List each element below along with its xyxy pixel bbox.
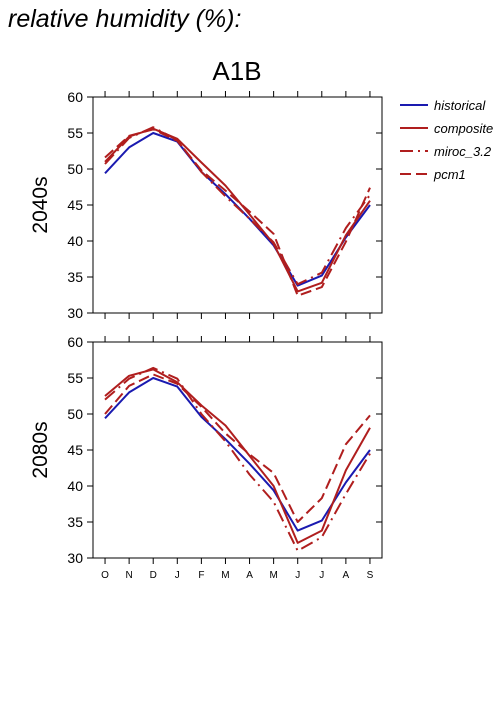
y-tick-label: 30 [67, 305, 83, 321]
plot-frame [92, 96, 383, 314]
series-line-composite [104, 127, 371, 293]
y-tick-label: 30 [67, 550, 83, 566]
chart-title: A1B [212, 56, 261, 86]
x-tick-label: M [269, 570, 277, 581]
y-tick-label: 45 [67, 197, 83, 213]
y-tick-label: 40 [67, 478, 83, 494]
panel-label: 2080s [29, 421, 52, 478]
panel-label: 2040s [29, 176, 52, 233]
x-tick-label: D [150, 570, 157, 581]
series-line-pcm1 [104, 128, 371, 297]
x-tick-label: S [367, 570, 374, 581]
legend-label: composite [434, 121, 493, 136]
y-tick-label: 55 [67, 125, 83, 141]
y-tick-label: 50 [67, 406, 83, 422]
legend-label: historical [434, 98, 486, 113]
panel-2080s: 30 35 40 45 50 55 60 2080s [29, 334, 383, 566]
x-tick-label: J [319, 570, 324, 581]
legend: historical composite miroc_3.2 pcm1 [400, 98, 493, 182]
legend-item-composite: composite [400, 121, 493, 136]
y-tick-label: 35 [67, 269, 83, 285]
panels: 30 35 40 45 50 55 60 2040s 30 35 40 45 50 55 60 2080s [29, 89, 383, 566]
x-tick-label: M [221, 570, 229, 581]
legend-label: pcm1 [433, 167, 466, 182]
y-tick-label: 45 [67, 442, 83, 458]
series-line-miroc [104, 366, 371, 552]
series-line-pcm1 [104, 373, 371, 523]
page-title: relative humidity (%): [8, 5, 241, 33]
series-line-composite [104, 368, 371, 544]
x-tick-label: A [246, 570, 253, 581]
series-line-historical [104, 377, 371, 532]
legend-item-historical: historical [400, 98, 486, 113]
legend-item-miroc: miroc_3.2 [400, 144, 492, 159]
y-tick-label: 50 [67, 161, 83, 177]
legend-item-pcm1: pcm1 [400, 167, 466, 182]
y-tick-label: 40 [67, 233, 83, 249]
x-tick-label: A [343, 570, 350, 581]
series-line-historical [104, 132, 371, 287]
x-tick-label: F [198, 570, 204, 581]
panel-2040s: 30 35 40 45 50 55 60 2040s [29, 89, 383, 321]
x-tick-label: J [175, 570, 180, 581]
x-tick-label: J [295, 570, 300, 581]
x-tick-label: N [126, 570, 133, 581]
series-line-miroc [104, 126, 371, 286]
y-tick-label: 55 [67, 370, 83, 386]
y-tick-label: 60 [67, 334, 83, 350]
x-tick-label: O [101, 570, 109, 581]
legend-label: miroc_3.2 [434, 144, 492, 159]
y-tick-label: 60 [67, 89, 83, 105]
y-tick-label: 35 [67, 514, 83, 530]
